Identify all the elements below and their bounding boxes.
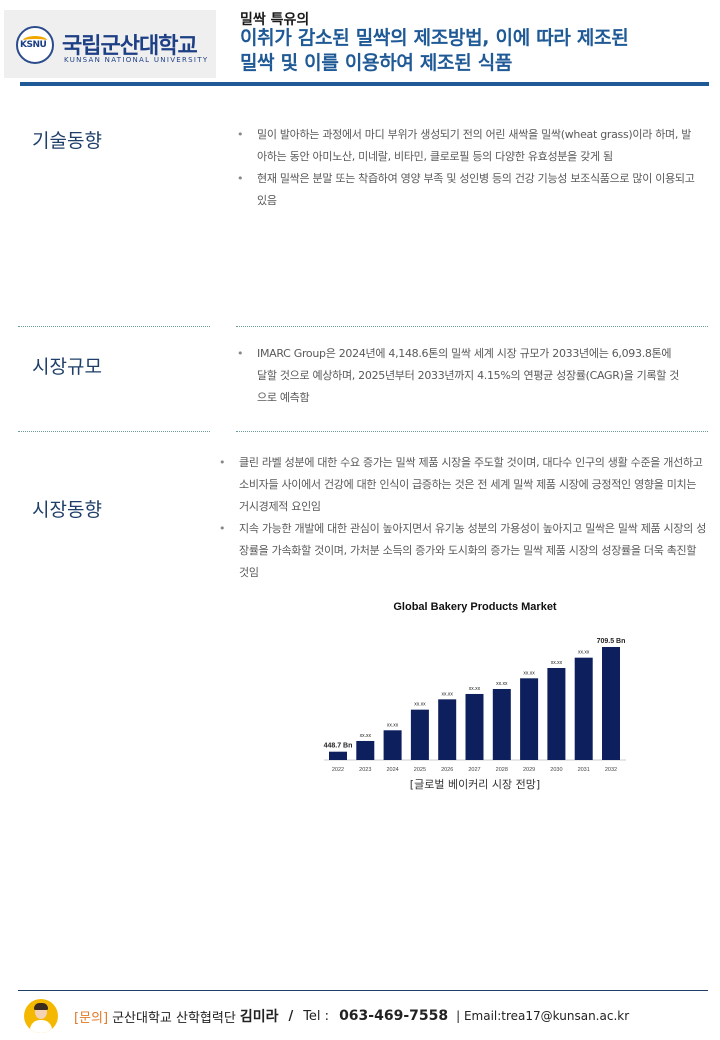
contact-org: 군산대학교 산학협력단 bbox=[112, 1010, 236, 1026]
contact-footer: [문의] 군산대학교 산학협력단 김미라 / Tel : 063-469-755… bbox=[24, 996, 629, 1036]
market-size-bullets: • IMARC Group은 2024년에 4,148.6톤의 밀싹 세계 시장 … bbox=[237, 343, 682, 409]
chart-caption: [글로벌 베이커리 시장 전망] bbox=[410, 778, 540, 791]
contact-name: 김미라 bbox=[239, 1009, 279, 1025]
footer-divider bbox=[18, 990, 708, 991]
section-label-market-size: 시장규모 bbox=[32, 356, 102, 378]
data-label-2023: xx.xx bbox=[360, 733, 372, 739]
data-label-2030: xx.xx bbox=[551, 660, 563, 666]
university-logo: KSNU 국립군산대학교 KUNSAN NATIONAL UNIVERSITY bbox=[4, 10, 216, 78]
chart-title: Global Bakery Products Market bbox=[393, 601, 557, 613]
title-line-2: 밀싹 및 이를 이용하여 제조된 식품 bbox=[240, 52, 513, 74]
data-label-2022: 448.7 Bn bbox=[324, 743, 353, 750]
data-label-2025: xx.xx bbox=[414, 702, 426, 708]
contact-avatar-icon bbox=[24, 999, 58, 1033]
bullet-item: • IMARC Group은 2024년에 4,148.6톤의 밀싹 세계 시장 … bbox=[237, 347, 680, 404]
data-label-2032: 709.5 Bn bbox=[597, 638, 626, 645]
contact-email[interactable]: | Email:trea17@kunsan.ac.kr bbox=[456, 1009, 630, 1023]
section-label-tech-trend: 기술동향 bbox=[32, 130, 102, 152]
bar-2027 bbox=[465, 693, 484, 760]
x-tick-2025: 2025 bbox=[414, 767, 426, 773]
bar-2022 bbox=[329, 751, 347, 760]
section-divider bbox=[18, 326, 210, 327]
bullet-item: • 지속 가능한 개발에 대한 관심이 높아지면서 유기농 성분의 가용성이 높아… bbox=[219, 522, 707, 579]
section-divider bbox=[236, 431, 708, 432]
page-title: 이취가 감소된 밀싹의 제조방법, 이에 따라 제조된 밀싹 및 이를 이용하여… bbox=[240, 26, 629, 76]
x-tick-2028: 2028 bbox=[496, 767, 508, 773]
x-tick-2031: 2031 bbox=[578, 767, 590, 773]
x-tick-2027: 2027 bbox=[468, 767, 480, 773]
tel-label: Tel : bbox=[303, 1008, 330, 1024]
bullet-item: • 클린 라벨 성분에 대한 수요 증가는 밀싹 제품 시장을 주도할 것이며, … bbox=[219, 456, 703, 513]
bar-2030 bbox=[547, 667, 566, 760]
x-tick-2023: 2023 bbox=[359, 767, 371, 773]
bullet-item: • 밀이 발아하는 과정에서 마디 부위가 생성되기 전의 어린 새싹을 밀싹(w… bbox=[237, 128, 692, 163]
bar-2031 bbox=[574, 657, 593, 760]
data-label-2031: xx.xx bbox=[578, 650, 590, 656]
inquiry-label: [문의] bbox=[74, 1010, 109, 1026]
logo-korean-name: 국립군산대학교 bbox=[62, 34, 198, 59]
data-label-2027: xx.xx bbox=[469, 686, 481, 692]
bar-2029 bbox=[520, 678, 539, 760]
x-tick-2022: 2022 bbox=[332, 767, 344, 773]
title-line-1: 이취가 감소된 밀싹의 제조방법, 이에 따라 제조된 bbox=[240, 27, 629, 49]
tech-trend-bullets: • 밀이 발아하는 과정에서 마디 부위가 생성되기 전의 어린 새싹을 밀싹(w… bbox=[237, 124, 697, 212]
contact-phone[interactable]: 063-469-7558 bbox=[339, 1008, 449, 1024]
x-tick-2024: 2024 bbox=[386, 767, 398, 773]
bar-2024 bbox=[383, 730, 402, 760]
x-tick-2032: 2032 bbox=[605, 767, 617, 773]
bar-2028 bbox=[492, 688, 511, 760]
logo-english-name: KUNSAN NATIONAL UNIVERSITY bbox=[64, 56, 209, 64]
bullet-item: • 현재 밀싹은 분말 또는 착즙하여 영양 부족 및 성인병 등의 건강 기능성… bbox=[237, 172, 695, 207]
page-subtitle: 밀싹 특유의 bbox=[240, 12, 310, 28]
market-trend-bullets: • 클린 라벨 성분에 대한 수요 증가는 밀싹 제품 시장을 주도할 것이며, … bbox=[219, 452, 707, 584]
header-divider bbox=[20, 82, 709, 86]
emblem-icon: KSNU bbox=[16, 26, 54, 64]
separator: / bbox=[288, 1008, 294, 1024]
bar-2023 bbox=[356, 740, 375, 760]
x-tick-2030: 2030 bbox=[550, 767, 562, 773]
data-label-2028: xx.xx bbox=[496, 681, 508, 687]
x-tick-2029: 2029 bbox=[523, 767, 535, 773]
x-tick-2026: 2026 bbox=[441, 767, 453, 773]
bakery-market-chart: Global Bakery Products Market 448.7 Bn 20… bbox=[324, 601, 626, 791]
data-label-2026: xx.xx bbox=[442, 691, 454, 697]
section-divider bbox=[236, 326, 708, 327]
section-label-market-trend: 시장동향 bbox=[32, 499, 102, 521]
bar-2025 bbox=[410, 709, 429, 760]
data-label-2024: xx.xx bbox=[387, 722, 399, 728]
bar-2032 bbox=[602, 647, 620, 760]
bar-2026 bbox=[438, 699, 457, 760]
section-divider bbox=[18, 431, 210, 432]
data-label-2029: xx.xx bbox=[523, 670, 535, 676]
